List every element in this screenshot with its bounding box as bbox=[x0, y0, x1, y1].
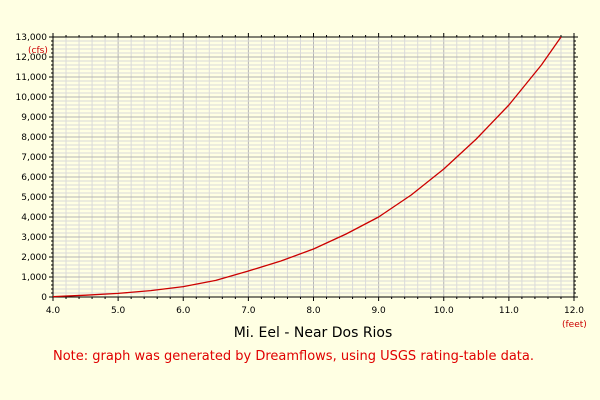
tick-marks bbox=[49, 33, 578, 301]
x-tick-label: 7.0 bbox=[241, 306, 256, 316]
y-tick-label: 8,000 bbox=[21, 133, 47, 143]
y-tick-label: 13,000 bbox=[16, 33, 48, 43]
y-tick-label: 6,000 bbox=[21, 173, 47, 183]
x-tick-label: 8.0 bbox=[306, 306, 321, 316]
x-tick-label: 10.0 bbox=[434, 306, 454, 316]
series-layer bbox=[52, 36, 562, 298]
x-unit-label: (feet) bbox=[562, 320, 587, 330]
y-unit-label: (cfs) bbox=[28, 46, 48, 56]
chart-title: Mi. Eel - Near Dos Rios bbox=[234, 325, 393, 341]
rating-curve-line bbox=[52, 36, 562, 298]
y-tick-label: 1,000 bbox=[21, 273, 47, 283]
y-tick-label: 5,000 bbox=[21, 193, 47, 203]
y-tick-label: 3,000 bbox=[21, 233, 47, 243]
x-tick-label: 9.0 bbox=[371, 306, 386, 316]
x-tick-label: 4.0 bbox=[46, 306, 61, 316]
y-tick-label: 0 bbox=[41, 293, 47, 303]
y-tick-label: 11,000 bbox=[16, 73, 48, 83]
x-tick-labels: 4.0 5.0 6.0 7.0 8.0 9.0 10.0 11.0 12.0 bbox=[46, 306, 584, 316]
y-tick-label: 4,000 bbox=[21, 213, 47, 223]
y-tick-label: 7,000 bbox=[21, 153, 47, 163]
y-tick-label: 9,000 bbox=[21, 113, 47, 123]
x-tick-label: 5.0 bbox=[111, 306, 126, 316]
y-tick-labels: 0 1,000 2,000 3,000 4,000 5,000 6,000 7,000 8,00… bbox=[16, 33, 48, 303]
x-tick-label: 6.0 bbox=[176, 306, 191, 316]
y-tick-label: 12,000 bbox=[16, 53, 48, 63]
grid bbox=[52, 36, 575, 298]
x-tick-label: 12.0 bbox=[564, 306, 584, 316]
y-tick-label: 2,000 bbox=[21, 253, 47, 263]
x-tick-label: 11.0 bbox=[499, 306, 519, 316]
source-note: Note: graph was generated by Dreamflows,… bbox=[53, 349, 534, 364]
y-tick-label: 10,000 bbox=[16, 93, 48, 103]
